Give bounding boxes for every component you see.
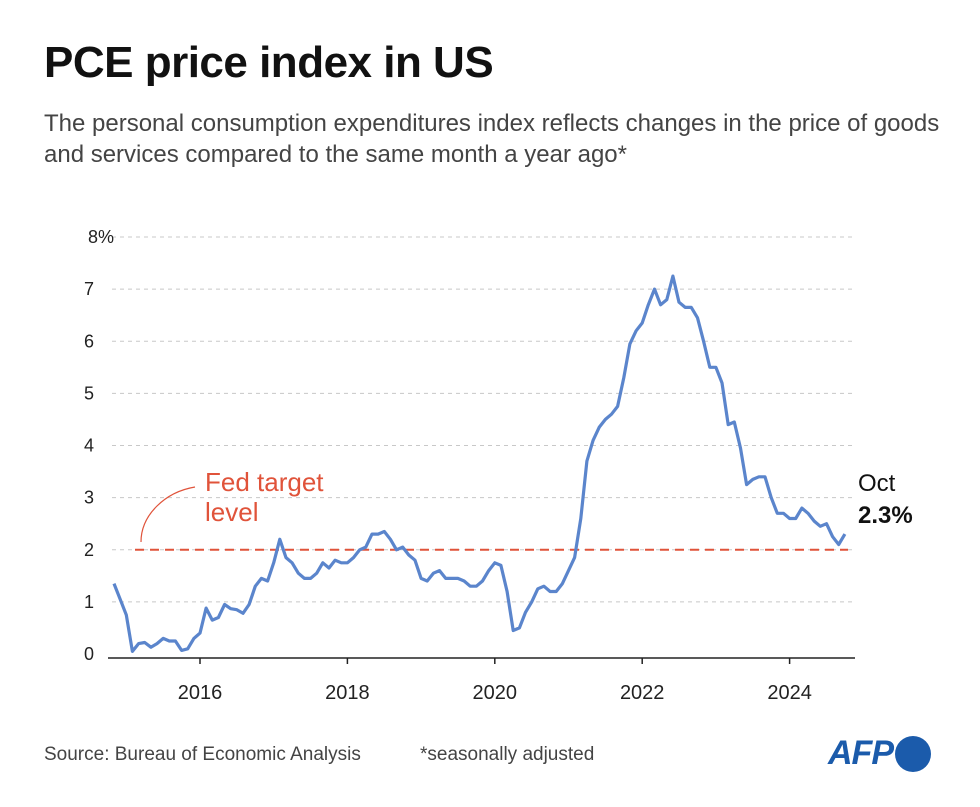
- y-tick-label: 0: [84, 644, 94, 664]
- y-tick-label: 5: [84, 383, 94, 403]
- chart-title: PCE price index in US: [44, 38, 494, 87]
- chart-subtitle: The personal consumption expenditures in…: [44, 110, 940, 168]
- seasonal-note: *seasonally adjusted: [420, 744, 595, 765]
- x-tick-label: 2020: [473, 682, 518, 704]
- afp-logo-text: AFP: [828, 734, 894, 772]
- x-tick-label: 2022: [620, 682, 665, 704]
- y-tick-label: 7: [84, 279, 94, 299]
- x-tick-label: 2018: [325, 682, 370, 704]
- fed-target-label-line2: level: [205, 497, 258, 527]
- y-tick-label: 2: [84, 540, 94, 560]
- fed-target-label-line1: Fed target: [205, 467, 324, 497]
- end-label-value: 2.3%: [858, 502, 913, 529]
- x-tick-label: 2024: [767, 682, 812, 704]
- source-note: Source: Bureau of Economic Analysis: [44, 744, 361, 765]
- y-tick-label: 8%: [88, 227, 114, 247]
- end-label-month: Oct: [858, 470, 896, 497]
- pce-series-line: [112, 274, 847, 653]
- afp-logo: AFP: [828, 734, 931, 773]
- y-tick-label: 3: [84, 488, 94, 508]
- x-tick-label: 2016: [178, 682, 223, 704]
- fed-target-leader: [140, 486, 196, 543]
- afp-logo-dot: [895, 735, 931, 772]
- y-tick-label: 1: [84, 592, 94, 612]
- y-tick-label: 4: [84, 436, 94, 456]
- y-tick-label: 6: [84, 331, 94, 351]
